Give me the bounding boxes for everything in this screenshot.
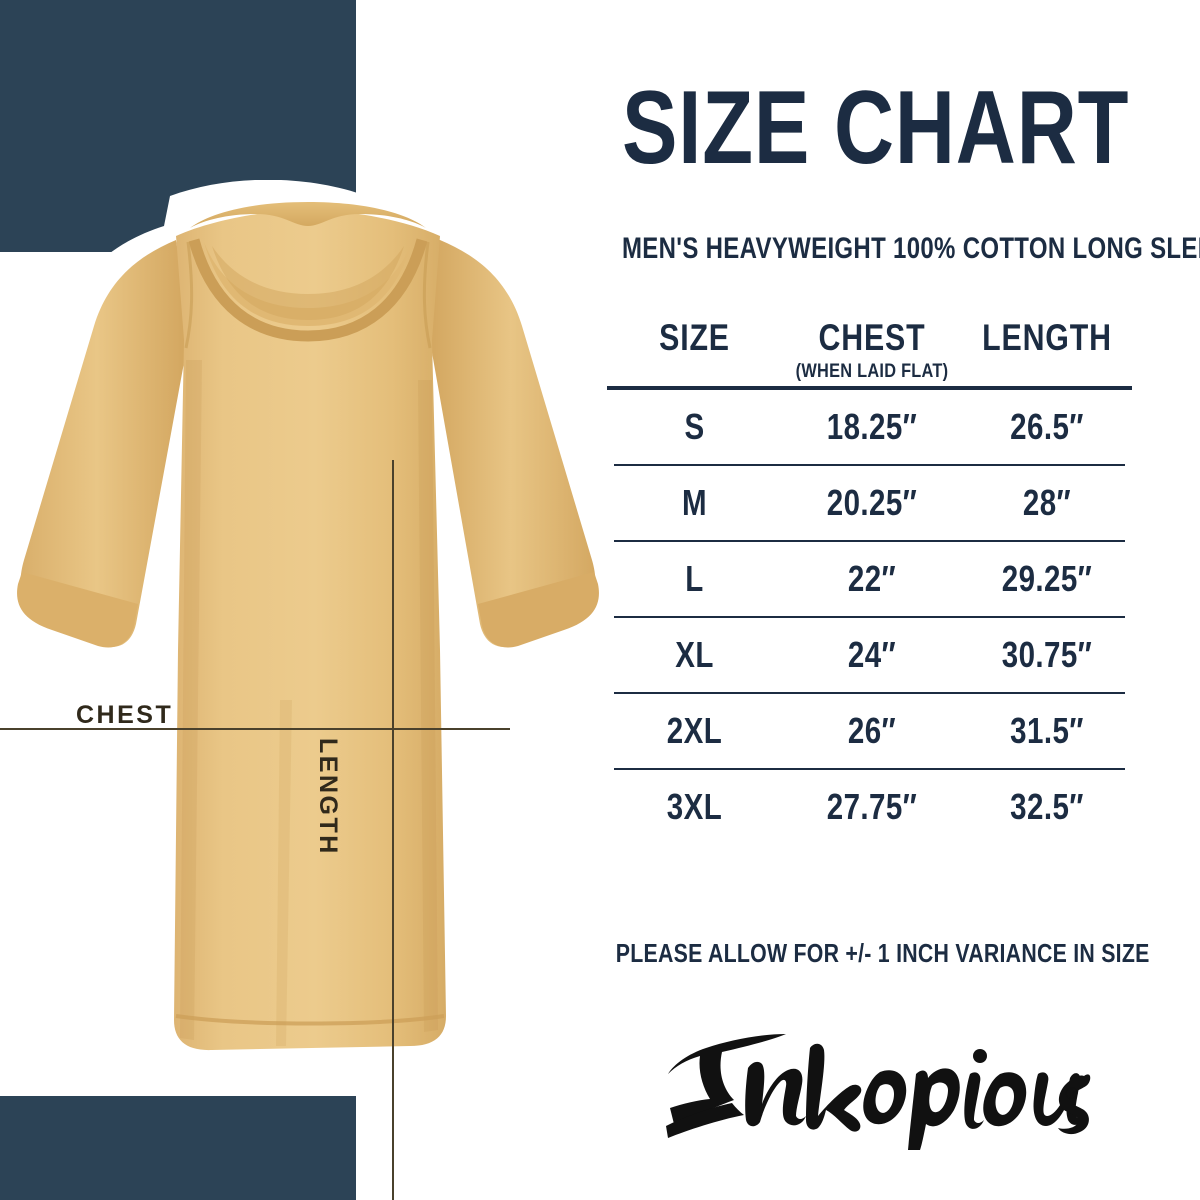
- shirt-left-cuff-band: [17, 572, 138, 648]
- shirt-svg: [0, 180, 624, 1067]
- cell-chest: 26″: [847, 710, 897, 751]
- cell-length: 31.5″: [1010, 710, 1084, 751]
- cell-length: 28″: [1022, 482, 1072, 523]
- table-row-divider: [614, 768, 1125, 770]
- table-row-divider: [614, 692, 1125, 694]
- table-row-divider: [614, 464, 1125, 466]
- cell-size: 3XL: [666, 786, 723, 827]
- shirt-shoulder-seam-left: [184, 241, 194, 349]
- cell-chest: 18.25″: [826, 406, 918, 447]
- table-row: M 20.25″ 28″: [607, 466, 1132, 540]
- brand-wordmark-inkopious: [666, 1034, 1091, 1150]
- table-row: S 18.25″ 26.5″: [607, 390, 1132, 464]
- cell-size: M: [681, 482, 708, 523]
- table-row: 3XL 27.75″ 32.5″: [607, 770, 1132, 844]
- table-row: XL 24″ 30.75″: [607, 618, 1132, 692]
- shirt-right-sleeve: [426, 240, 596, 648]
- column-header-chest-subnote: (WHEN LAID FLAT): [795, 361, 949, 382]
- chart-content-column: SIZE CHART MEN'S HEAVYWEIGHT 100% COTTON…: [560, 0, 1200, 1200]
- brand-logo-svg: [666, 1034, 1091, 1150]
- cell-length: 32.5″: [1010, 786, 1084, 827]
- cell-size: XL: [675, 634, 714, 675]
- length-measurement-line: [392, 460, 394, 1200]
- variance-note: PLEASE ALLOW FOR +/- 1 INCH VARIANCE IN …: [615, 938, 1150, 968]
- registered-trademark-symbol: ®: [1065, 1084, 1078, 1103]
- shirt-hem: [175, 1014, 445, 1026]
- table-row-divider: [614, 540, 1125, 542]
- column-header-chest: CHEST: [818, 317, 926, 358]
- length-measurement-label: LENGTH: [314, 738, 342, 856]
- navy-accent-panel-bottom: [0, 1096, 356, 1200]
- shirt-illustration: CHEST LENGTH: [0, 180, 640, 1200]
- shirt-right-cuff-band: [478, 572, 599, 648]
- table-row: L 22″ 29.25″: [607, 542, 1132, 616]
- cell-chest: 27.75″: [826, 786, 918, 827]
- shirt-shoulder-seam-right: [422, 241, 432, 349]
- size-table: SIZE CHEST (WHEN LAID FLAT) LENGTH S 18.…: [607, 310, 1132, 844]
- table-header-row: SIZE CHEST (WHEN LAID FLAT) LENGTH: [607, 310, 1132, 386]
- cell-chest: 20.25″: [826, 482, 918, 523]
- shirt-left-sleeve: [20, 240, 190, 648]
- shirt-collar: [190, 202, 426, 228]
- cell-size: S: [684, 406, 705, 447]
- column-header-length: LENGTH: [982, 317, 1112, 358]
- column-header-chest-group: CHEST (WHEN LAID FLAT): [782, 310, 962, 384]
- cell-length: 30.75″: [1001, 634, 1093, 675]
- shirt-body: [174, 210, 446, 1051]
- table-header-rule: [607, 386, 1132, 390]
- cell-size: L: [685, 558, 704, 599]
- cell-length: 29.25″: [1001, 558, 1093, 599]
- page-subtitle: MEN'S HEAVYWEIGHT 100% COTTON LONG SLEEV…: [622, 232, 1200, 265]
- cell-chest: 24″: [847, 634, 897, 675]
- brand-logo: ®: [652, 1000, 1092, 1150]
- table-row: 2XL 26″ 31.5″: [607, 694, 1132, 768]
- chest-measurement-line: [0, 728, 510, 730]
- shirt-neckline-ribbing: [188, 238, 428, 342]
- page-title: SIZE CHART: [622, 70, 1130, 186]
- column-header-size: SIZE: [659, 317, 730, 358]
- shirt-fabric-shading: [180, 360, 438, 1046]
- chest-measurement-label: CHEST: [76, 701, 174, 729]
- cell-length: 26.5″: [1010, 406, 1084, 447]
- cell-chest: 22″: [847, 558, 897, 599]
- table-row-divider: [614, 616, 1125, 618]
- shirt-neck-shadow: [212, 246, 404, 320]
- cell-size: 2XL: [666, 710, 723, 751]
